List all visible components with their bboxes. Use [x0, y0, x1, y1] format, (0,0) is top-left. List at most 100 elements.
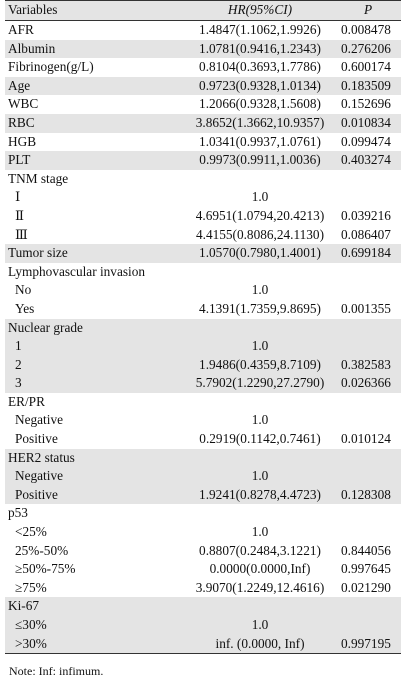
row-p — [335, 523, 401, 542]
row-hr: 0.9973(0.9911,1.0036) — [199, 152, 321, 168]
row-variable: Positive — [15, 431, 58, 447]
row-p — [335, 504, 401, 523]
row-variable: HER2 status — [8, 449, 75, 465]
row-variable: RBC — [8, 114, 35, 130]
row-hr: 4.1391(1.7359,9.8695) — [199, 300, 321, 316]
row-hr: 1.9486(0.4359,8.7109) — [199, 356, 321, 372]
row-variable: <25% — [15, 524, 47, 540]
row-hr — [185, 263, 335, 282]
table-row: Nuclear grade — [5, 318, 401, 338]
row-variable: Age — [8, 77, 31, 93]
table-row: ≥75% 3.9070(1.2249,12.4616) 0.021290 — [5, 579, 401, 598]
row-p: 0.099474 — [341, 133, 391, 149]
row-variable: p53 — [8, 505, 28, 521]
row-p: 0.600174 — [341, 59, 391, 75]
row-p: 0.086407 — [341, 226, 391, 242]
header-p: P — [363, 2, 373, 18]
row-variable: 2 — [15, 356, 22, 372]
row-p: 0.010834 — [341, 114, 391, 130]
table-row: Lymphovascular invasion — [5, 263, 401, 282]
table-row: ≥50%-75% 0.0000(0.0000,Inf) 0.997645 — [5, 560, 401, 579]
row-hr — [185, 170, 335, 189]
row-hr: 0.8104(0.3693,1.7786) — [199, 59, 321, 75]
row-p: 0.844056 — [341, 542, 391, 558]
header-variables: Variables — [8, 2, 58, 18]
table-row: Age 0.9723(0.9328,1.0134) 0.183509 — [5, 76, 401, 96]
table-row: >30% inf. (0.0000, Inf) 0.997195 — [5, 634, 401, 654]
table-row: Ⅰ 1.0 — [5, 188, 401, 207]
row-variable: Negative — [15, 468, 63, 484]
row-variable: Lymphovascular invasion — [8, 263, 146, 279]
row-variable: Yes — [15, 300, 35, 316]
row-variable: ≤30% — [15, 617, 47, 632]
hazard-ratio-table: Variables HR(95%CI) P AFR 1.4847(1.1062,1… — [5, 0, 401, 654]
row-hr: 0.2919(0.1142,0.7461) — [199, 431, 321, 447]
row-p: 0.010124 — [341, 431, 391, 447]
row-p: 0.026366 — [341, 375, 391, 391]
row-p — [335, 597, 401, 616]
row-p: 0.021290 — [341, 579, 391, 595]
header-hr: HR(95%CI) — [227, 2, 293, 18]
row-hr: 1.0341(0.9937,1.0761) — [199, 133, 321, 149]
row-hr: 1.0 — [251, 338, 269, 354]
row-hr: 1.0 — [251, 189, 269, 205]
table-row: Ki-67 — [5, 597, 401, 616]
table-row: Fibrinogen(g/L) 0.8104(0.3693,1.7786) 0.60… — [5, 58, 401, 77]
row-variable: AFR — [8, 22, 34, 37]
row-p: 0.152696 — [341, 96, 391, 112]
row-p — [335, 188, 401, 207]
row-hr: 0.8807(0.2484,3.1221) — [199, 542, 321, 558]
row-variable: Ⅰ — [15, 189, 21, 205]
table-row: No 1.0 — [5, 281, 401, 300]
row-variable: 25%-50% — [15, 542, 69, 558]
row-variable: PLT — [8, 152, 31, 168]
row-p: 0.997645 — [341, 561, 391, 577]
row-variable: 3 — [15, 375, 22, 391]
row-p — [335, 319, 401, 338]
row-variable: WBC — [8, 96, 39, 112]
row-hr: 5.7902(1.2290,27.2790) — [195, 375, 325, 391]
table-row: Tumor size 1.0570(0.7980,1.4001) 0.699184 — [5, 244, 401, 263]
row-variable: No — [15, 282, 32, 298]
row-hr: 1.0 — [251, 282, 269, 298]
table-row: TNM stage — [5, 170, 401, 189]
row-hr: 0.9723(0.9328,1.0134) — [199, 77, 321, 93]
row-hr — [185, 393, 335, 412]
row-p: 0.403274 — [341, 152, 391, 168]
table-row: Negative 1.0 — [5, 467, 401, 486]
table-row: 1 1.0 — [5, 337, 401, 356]
table-row: Negative 1.0 — [5, 411, 401, 430]
table-row: ≤30% 1.0 — [5, 616, 401, 635]
row-variable: >30% — [15, 635, 47, 651]
row-hr: 3.8652(1.3662,10.9357) — [195, 114, 325, 130]
row-p: 0.183509 — [341, 77, 391, 93]
row-hr: 1.0 — [251, 468, 269, 484]
row-hr: 1.0570(0.7980,1.4001) — [199, 245, 321, 261]
table-row: Ⅱ 4.6951(1.0794,20.4213) 0.039216 — [5, 207, 401, 226]
row-hr: 1.4847(1.1062,1.9926) — [199, 22, 321, 37]
table-row: Yes 4.1391(1.7359,9.8695) 0.001355 — [5, 300, 401, 319]
table-row: RBC 3.8652(1.3662,10.9357) 0.010834 — [5, 113, 401, 133]
row-p — [335, 411, 401, 430]
table-note: Note: Inf: infimum. — [9, 664, 104, 678]
row-variable: ≥50%-75% — [15, 561, 76, 577]
table-header-row: Variables HR(95%CI) P — [5, 0, 401, 21]
row-p: 0.128308 — [341, 486, 391, 502]
row-variable: TNM stage — [8, 170, 69, 186]
row-p — [335, 449, 401, 468]
row-p: 0.001355 — [341, 300, 391, 316]
table-row: p53 — [5, 504, 401, 523]
table-row: 25%-50% 0.8807(0.2484,3.1221) 0.844056 — [5, 542, 401, 561]
row-variable: Negative — [15, 412, 63, 428]
table-row: ER/PR — [5, 393, 401, 412]
row-p — [335, 263, 401, 282]
row-variable: Ⅱ — [15, 207, 25, 223]
row-variable: ER/PR — [8, 393, 45, 409]
row-variable: Ki-67 — [8, 598, 40, 614]
row-hr: 1.9241(0.8278,4.4723) — [199, 486, 321, 502]
row-p: 0.699184 — [341, 245, 391, 261]
row-variable: ≥75% — [15, 579, 47, 595]
row-hr: inf. (0.0000, Inf) — [215, 635, 305, 651]
row-variable: Tumor size — [8, 245, 68, 261]
row-hr: 1.0781(0.9416,1.2343) — [199, 40, 321, 56]
